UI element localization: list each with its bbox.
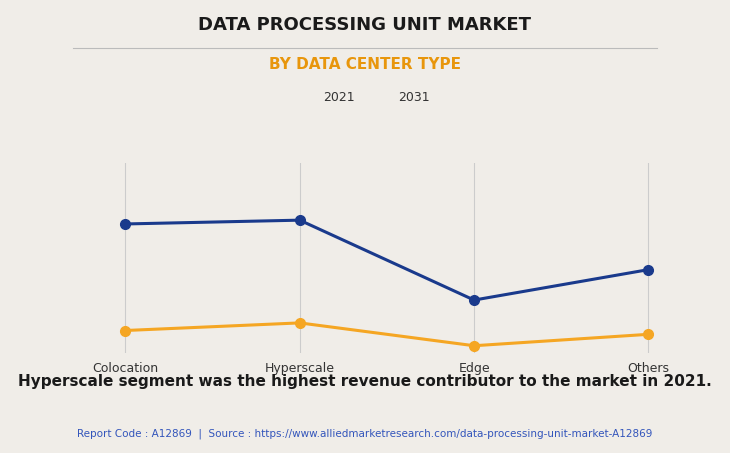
Text: Hyperscale segment was the highest revenue contributor to the market in 2021.: Hyperscale segment was the highest reven…: [18, 374, 712, 389]
Text: DATA PROCESSING UNIT MARKET: DATA PROCESSING UNIT MARKET: [199, 16, 531, 34]
Text: Report Code : A12869  |  Source : https://www.alliedmarketresearch.com/data-proc: Report Code : A12869 | Source : https://…: [77, 428, 653, 439]
Text: 2021: 2021: [323, 91, 355, 104]
Text: BY DATA CENTER TYPE: BY DATA CENTER TYPE: [269, 57, 461, 72]
Text: 2031: 2031: [399, 91, 430, 104]
